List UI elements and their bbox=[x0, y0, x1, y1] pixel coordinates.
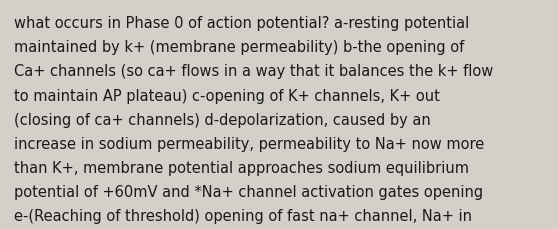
Text: what occurs in Phase 0 of action potential? a-resting potential: what occurs in Phase 0 of action potenti… bbox=[14, 16, 469, 31]
Text: than K+, membrane potential approaches sodium equilibrium: than K+, membrane potential approaches s… bbox=[14, 160, 469, 175]
Text: increase in sodium permeability, permeability to Na+ now more: increase in sodium permeability, permeab… bbox=[14, 136, 484, 151]
Text: to maintain AP plateau) c-opening of K+ channels, K+ out: to maintain AP plateau) c-opening of K+ … bbox=[14, 88, 440, 103]
Text: maintained by k+ (membrane permeability) b-the opening of: maintained by k+ (membrane permeability)… bbox=[14, 40, 464, 55]
Text: potential of +60mV and *Na+ channel activation gates opening: potential of +60mV and *Na+ channel acti… bbox=[14, 184, 483, 199]
Text: Ca+ channels (so ca+ flows in a way that it balances the k+ flow: Ca+ channels (so ca+ flows in a way that… bbox=[14, 64, 493, 79]
Text: (closing of ca+ channels) d-depolarization, caused by an: (closing of ca+ channels) d-depolarizati… bbox=[14, 112, 431, 127]
Text: e-(Reaching of threshold) opening of fast na+ channel, Na+ in: e-(Reaching of threshold) opening of fas… bbox=[14, 208, 472, 223]
